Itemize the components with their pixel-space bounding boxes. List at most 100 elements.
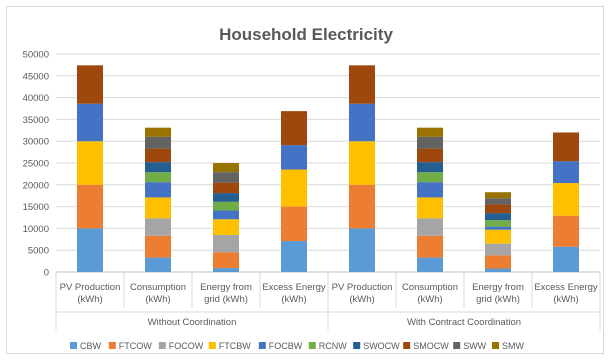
legend-swatch-cbw (70, 342, 77, 349)
bar-segment-focbw (281, 145, 307, 170)
bar-segment-focow (485, 243, 511, 256)
y-tick-label: 20000 (23, 180, 49, 191)
bar-segment-cbw (485, 268, 511, 272)
bar-segment-focbw (145, 182, 171, 198)
bar-segment-smocw (281, 111, 307, 146)
bar-segment-sww (485, 198, 511, 205)
group-label: With Contract Coordination (407, 317, 521, 328)
bar-segment-ftcbw (553, 183, 579, 216)
bar-segment-ftcow (281, 206, 307, 242)
y-tick-label: 40000 (23, 93, 49, 104)
x-tick-label: grid (kWh) (204, 294, 248, 305)
bar-segment-smocw (213, 182, 239, 194)
x-tick-label: Energy from (200, 282, 252, 293)
bar-segment-ftcbw (349, 141, 375, 185)
legend-swatch-focow (158, 342, 166, 349)
bar-segment-cbw (553, 246, 579, 272)
bar-segment-ftcbw (77, 141, 103, 185)
legend-label-swocw: SWOCW (363, 341, 400, 351)
legend-label-sww: SWW (463, 341, 486, 351)
bar-segment-focbw (485, 226, 511, 230)
bar-segment-focow (417, 218, 443, 236)
legend-swatch-sww (453, 342, 461, 349)
bar-segment-smocw (349, 65, 375, 104)
bar-segment-sww (417, 136, 443, 149)
bar-segment-ftcbw (281, 169, 307, 207)
bar-segment-ftcow (349, 184, 375, 229)
y-tick-label: 10000 (23, 224, 49, 235)
legend-label-ftcbw: FTCBW (219, 341, 251, 351)
legend-label-smocw: SMOCW (413, 341, 449, 351)
legend-swatch-ftcow (108, 342, 116, 349)
bar-segment-swocw (213, 193, 239, 202)
bar-segment-ftcbw (485, 229, 511, 244)
bar-segment-focbw (553, 161, 579, 184)
y-tick-label: 30000 (23, 137, 49, 148)
bar-segment-cbw (349, 228, 375, 272)
bar-segment-ftcow (553, 215, 579, 247)
bar-segment-focbw (349, 103, 375, 142)
x-tick-label: Consumption (130, 282, 186, 293)
x-tick-label: Energy from (472, 282, 524, 293)
x-tick-label: (kWh) (417, 294, 442, 305)
bar-segment-focbw (77, 103, 103, 142)
bar-segment-smocw (417, 148, 443, 163)
y-tick-label: 50000 (23, 50, 49, 61)
legend-swatch-smocw (403, 342, 411, 349)
bar-segment-smocw (145, 148, 171, 163)
bar-segment-smocw (77, 65, 103, 104)
bar-segment-focbw (417, 182, 443, 198)
bar-segment-ftcbw (417, 197, 443, 219)
legend-swatch-ftcbw (208, 342, 216, 349)
y-tick-label: 0 (44, 268, 49, 279)
bar-segment-focow (213, 234, 239, 253)
legend-swatch-swocw (353, 342, 361, 349)
legend-label-ftcow: FTCOW (119, 341, 152, 351)
bar-segment-swocw (417, 162, 443, 173)
x-tick-label: PV Production (60, 282, 121, 293)
legend-swatch-smw (492, 342, 499, 349)
bar-segment-cbw (417, 257, 443, 272)
bar-segment-smw (145, 127, 171, 137)
bar-segment-smocw (485, 204, 511, 214)
x-tick-label: PV Production (332, 282, 393, 293)
group-label: Without Coordination (148, 317, 237, 328)
y-tick-label: 25000 (23, 159, 49, 170)
bar-segment-rcnw (485, 220, 511, 227)
x-tick-label: (kWh) (77, 294, 102, 305)
bar-segment-ftcow (213, 252, 239, 269)
x-tick-label: Excess Energy (262, 282, 326, 293)
bar-segment-ftcow (145, 235, 171, 258)
x-tick-label: (kWh) (145, 294, 170, 305)
legend-label-rcnw: RCNW (319, 341, 347, 351)
y-tick-label: 5000 (28, 246, 49, 257)
legend-label-smw: SMW (502, 341, 525, 351)
bar-segment-ftcow (485, 255, 511, 269)
bar-segment-smw (213, 163, 239, 173)
bar-segment-ftcow (77, 184, 103, 229)
bar-segment-smocw (553, 132, 579, 162)
x-tick-label: Excess Energy (534, 282, 598, 293)
legend-swatch-focbw (258, 342, 266, 349)
bar-segment-swocw (485, 213, 511, 221)
bar-segment-rcnw (213, 201, 239, 211)
bar-segment-cbw (213, 268, 239, 272)
legend-label-cbw: CBW (80, 341, 102, 351)
bar-segment-focow (145, 218, 171, 236)
bar-segment-smw (417, 127, 443, 137)
bar-segment-cbw (77, 228, 103, 272)
bar-segment-swocw (145, 162, 171, 173)
x-tick-label: grid (kWh) (476, 294, 520, 305)
x-tick-label: (kWh) (553, 294, 578, 305)
x-tick-label: Consumption (402, 282, 458, 293)
y-tick-label: 15000 (23, 202, 49, 213)
bar-segment-sww (213, 172, 239, 183)
x-tick-label: (kWh) (281, 294, 306, 305)
bar-segment-cbw (145, 257, 171, 272)
chart-title: Household Electricity (219, 25, 393, 44)
bar-segment-ftcow (417, 235, 443, 258)
bar-segment-focbw (213, 210, 239, 220)
bar-segment-cbw (281, 241, 307, 272)
bar-segment-ftcbw (213, 219, 239, 235)
